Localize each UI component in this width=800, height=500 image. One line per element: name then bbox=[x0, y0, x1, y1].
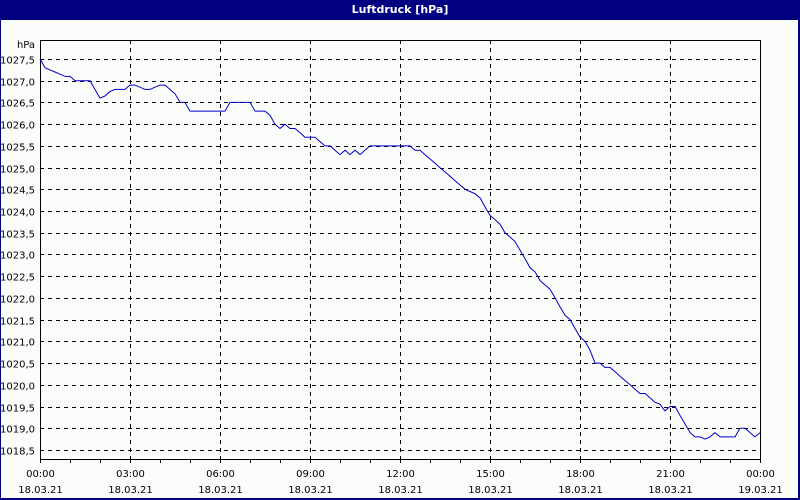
y-tick-label: 1026,0 bbox=[1, 121, 35, 132]
y-tick-label: 1023,0 bbox=[1, 251, 35, 262]
y-tick-label: 1020,5 bbox=[1, 360, 35, 371]
x-tick-date: 18.03.21 bbox=[378, 485, 423, 496]
x-tick-time: 15:00 bbox=[476, 469, 505, 480]
x-tick-time: 03:00 bbox=[116, 469, 145, 480]
x-tick-date: 18.03.21 bbox=[18, 485, 63, 496]
y-tick-label: 1024,5 bbox=[1, 186, 35, 197]
y-tick-label: 1020,0 bbox=[1, 382, 35, 393]
y-tick-label: 1025,5 bbox=[1, 143, 35, 154]
x-tick-time: 00:00 bbox=[746, 469, 775, 480]
y-tick-label: 1026,5 bbox=[1, 99, 35, 110]
y-tick-label: 1019,5 bbox=[1, 404, 35, 415]
x-tick-date: 18.03.21 bbox=[108, 485, 153, 496]
y-tick-label: 1022,5 bbox=[1, 273, 35, 284]
y-axis-unit: hPa bbox=[17, 40, 35, 51]
y-tick-label: 1019,0 bbox=[1, 425, 35, 436]
x-tick-time: 00:00 bbox=[26, 469, 55, 480]
chart-area: 1027,5 1027,0 1026,5 1026,0 1025,5 1025,0 1024… bbox=[1, 20, 798, 498]
y-tick-label: 1021,0 bbox=[1, 338, 35, 349]
x-tick-date: 18.03.21 bbox=[648, 485, 693, 496]
y-tick-label: 1027,0 bbox=[1, 78, 35, 89]
y-tick-label: 1018,5 bbox=[1, 447, 35, 458]
x-tick-date: 18.03.21 bbox=[468, 485, 513, 496]
y-tick-label: 1022,0 bbox=[1, 295, 35, 306]
y-tick-label: 1027,5 bbox=[1, 56, 35, 67]
x-tick-time: 09:00 bbox=[296, 469, 325, 480]
y-tick-label: 1023,5 bbox=[1, 230, 35, 241]
x-tick-time: 12:00 bbox=[386, 469, 415, 480]
window-title: Luftdruck [hPa] bbox=[351, 3, 449, 16]
y-tick-label: 1024,0 bbox=[1, 208, 35, 219]
x-tick-date: 19.03.21 bbox=[738, 485, 783, 496]
x-tick-date: 18.03.21 bbox=[198, 485, 243, 496]
x-tick-time: 06:00 bbox=[206, 469, 235, 480]
y-tick-label: 1021,5 bbox=[1, 317, 35, 328]
x-tick-time: 21:00 bbox=[656, 469, 685, 480]
line-chart: 1027,5 1027,0 1026,5 1026,0 1025,5 1025,0 1024… bbox=[1, 40, 783, 496]
plot-frame bbox=[40, 40, 761, 460]
x-tick-date: 18.03.21 bbox=[288, 485, 333, 496]
pressure-line bbox=[39, 58, 761, 440]
x-tick-date: 18.03.21 bbox=[558, 485, 603, 496]
x-tick-time: 18:00 bbox=[566, 469, 595, 480]
y-tick-label: 1025,0 bbox=[1, 165, 35, 176]
